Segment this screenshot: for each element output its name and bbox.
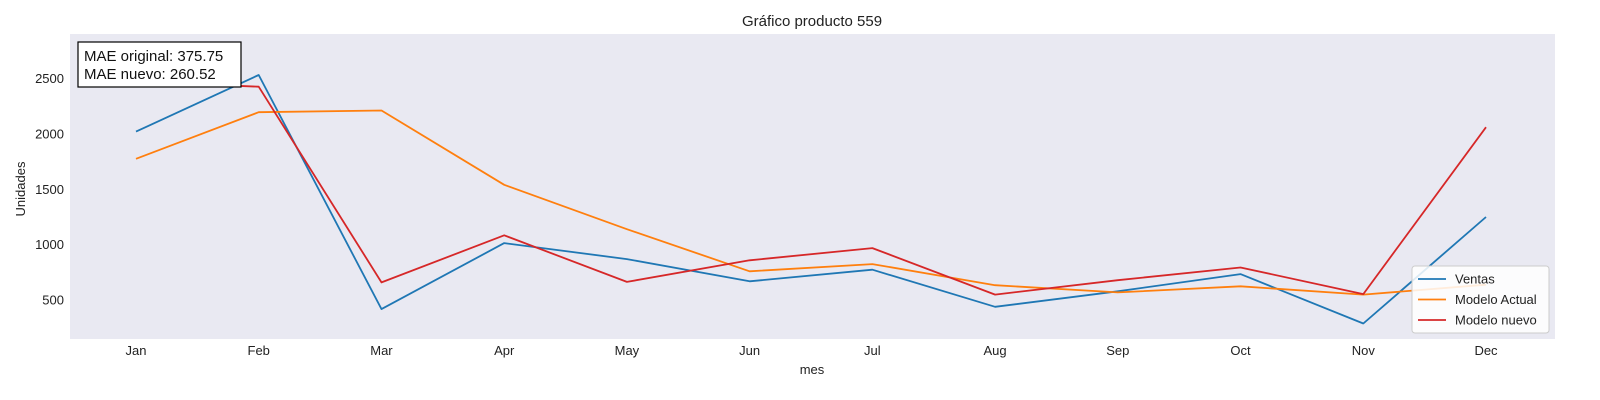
y-tick-2000: 2000 <box>35 126 64 141</box>
x-tick-oct: Oct <box>1230 343 1251 358</box>
y-tick-2500: 2500 <box>35 71 64 86</box>
x-tick-mar: Mar <box>370 343 393 358</box>
legend-label-modelo-nuevo: Modelo nuevo <box>1455 313 1537 328</box>
x-tick-nov: Nov <box>1352 343 1376 358</box>
annotation-mae-nuevo: MAE nuevo: 260.52 <box>84 66 216 83</box>
y-tick-1500: 1500 <box>35 182 64 197</box>
x-tick-jul: Jul <box>864 343 881 358</box>
annotation-box: MAE original: 375.75 MAE nuevo: 260.52 <box>77 41 242 88</box>
series-line-ventas <box>135 74 1487 325</box>
legend-frame <box>1411 265 1550 334</box>
x-tick-aug: Aug <box>984 343 1007 358</box>
x-tick-sep: Sep <box>1106 343 1129 358</box>
x-tick-jun: Jun <box>739 343 760 358</box>
x-axis-title: mes <box>800 362 825 377</box>
series-lines <box>135 74 1487 325</box>
x-tick-dec: Dec <box>1474 343 1498 358</box>
y-tick-1000: 1000 <box>35 237 64 252</box>
annotation-mae-original: MAE original: 375.75 <box>84 48 223 65</box>
x-tick-may: May <box>615 343 640 358</box>
series-line-modelo-actual <box>135 109 1487 296</box>
x-tick-labels: Jan Feb Mar Apr May Jun Jul Aug Sep Oct Nov Dec <box>126 343 1499 358</box>
annotation-frame <box>77 41 242 88</box>
legend: Ventas Modelo Actual Modelo nuevo <box>1411 265 1550 334</box>
y-axis-title: Unidades <box>13 161 28 216</box>
y-tick-500: 500 <box>42 293 64 308</box>
x-tick-apr: Apr <box>494 343 515 358</box>
legend-label-modelo-actual: Modelo Actual <box>1455 292 1537 307</box>
chart-title: Gráfico producto 559 <box>742 13 882 30</box>
series-line-modelo-nuevo <box>135 80 1487 296</box>
legend-label-ventas: Ventas <box>1455 272 1495 287</box>
y-tick-labels: 500 1000 1500 2000 2500 <box>35 71 64 308</box>
x-tick-feb: Feb <box>248 343 270 358</box>
x-tick-jan: Jan <box>126 343 147 358</box>
